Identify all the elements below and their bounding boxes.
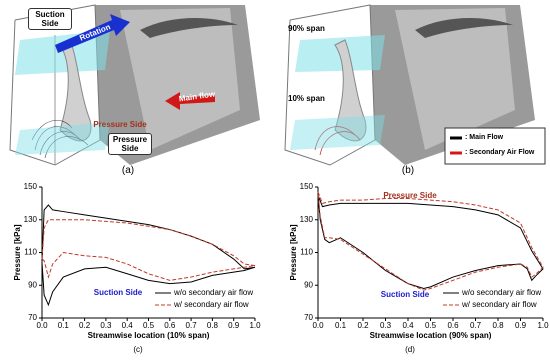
y-tick-label: 90 <box>304 280 313 289</box>
annotation: Suction Side <box>381 290 430 299</box>
rotor-render-a <box>9 4 260 166</box>
x-tick-label: 0.6 <box>447 321 459 330</box>
x-tick-label: 0.1 <box>335 321 347 330</box>
caption: (a) <box>121 165 135 176</box>
x-tick-label: 0.5 <box>143 321 155 330</box>
x-tick-label: 0.2 <box>357 321 369 330</box>
legend-text: : Secondary Air Flow <box>465 149 535 156</box>
x-tick-label: 1.0 <box>537 321 549 330</box>
x-tick-label: 0.4 <box>122 321 134 330</box>
pressure-side-label: Pressure Side <box>108 133 152 155</box>
y-tick-label: 90 <box>28 280 37 289</box>
series-line <box>41 204 256 307</box>
span-label: 90% span <box>288 24 325 33</box>
span-label: 10% span <box>288 94 325 103</box>
y-tick-label: 130 <box>24 215 38 224</box>
x-tick-label: 0.8 <box>492 321 504 330</box>
y-axis-label: Pressure [kPa] <box>289 224 298 280</box>
y-tick-label: 150 <box>24 182 38 191</box>
y-tick-label: 70 <box>304 313 313 322</box>
x-tick-label: 0.9 <box>515 321 527 330</box>
x-tick-label: 0.6 <box>164 321 176 330</box>
x-tick-label: 0.7 <box>186 321 198 330</box>
rotor-render-b <box>284 4 546 166</box>
y-tick-label: 130 <box>300 215 314 224</box>
legend-label: w/o secondary air flow <box>173 288 253 297</box>
x-tick-label: 0.9 <box>228 321 240 330</box>
y-tick-label: 110 <box>24 248 37 257</box>
caption: (c) <box>133 345 143 354</box>
y-tick-label: 150 <box>300 182 314 191</box>
series-line <box>317 195 544 290</box>
series-line <box>41 219 256 281</box>
x-tick-label: 0.7 <box>470 321 482 330</box>
y-tick-label: 70 <box>28 313 37 322</box>
annotation: Pressure Side <box>93 120 147 129</box>
x-tick-label: 0.0 <box>312 321 324 330</box>
annotation: Suction Side <box>94 288 143 297</box>
x-tick-label: 0.0 <box>36 321 48 330</box>
caption: (d) <box>405 345 415 354</box>
legend-label: w/ secondary air flow <box>461 300 537 309</box>
x-tick-label: 1.0 <box>249 321 261 330</box>
legend-label: w/o secondary air flow <box>461 288 541 297</box>
x-tick-label: 0.1 <box>58 321 70 330</box>
annotation: Pressure Side <box>383 191 437 200</box>
x-tick-label: 0.4 <box>402 321 414 330</box>
x-tick-label: 0.5 <box>425 321 437 330</box>
x-axis-label: Streamwise location (90% span) <box>370 331 492 340</box>
x-tick-label: 0.3 <box>100 321 112 330</box>
y-axis-label: Pressure [kPa] <box>13 224 22 280</box>
caption: (b) <box>401 165 415 176</box>
suction-side-label: Suction Side <box>28 8 72 30</box>
series-line <box>317 191 544 291</box>
x-tick-label: 0.3 <box>380 321 392 330</box>
legend-label: w/ secondary air flow <box>173 300 249 309</box>
x-tick-label: 0.8 <box>207 321 219 330</box>
legend-text: : Main Flow <box>465 134 504 141</box>
x-tick-label: 0.2 <box>79 321 91 330</box>
x-axis-label: Streamwise location (10% span) <box>88 331 210 340</box>
y-tick-label: 110 <box>300 248 313 257</box>
